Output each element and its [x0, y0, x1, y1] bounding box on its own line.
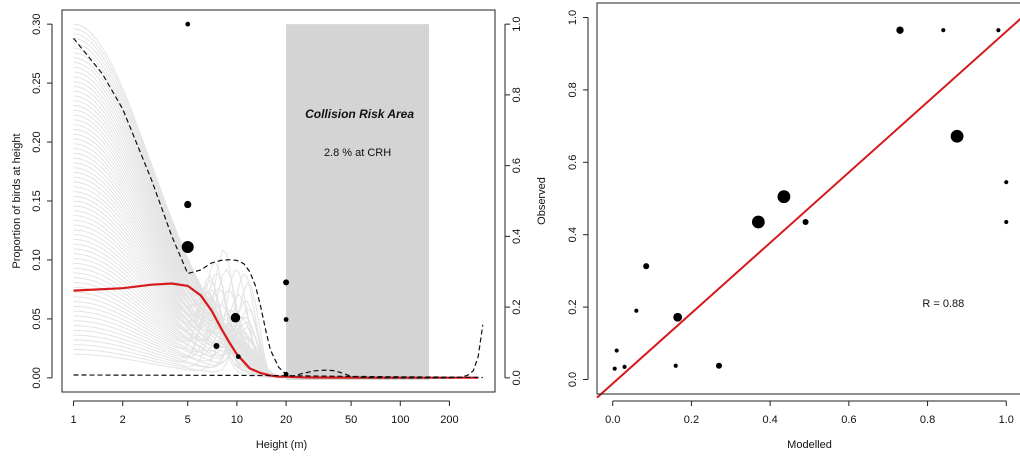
right-x-tick-label: 1.0 — [999, 414, 1014, 426]
left-plot-frame — [61, 9, 496, 393]
collision-risk-area-title: Collision Risk Area — [305, 107, 414, 121]
left-y-tick-label: 0.15 — [31, 190, 43, 211]
left-right-tick-label: 0.8 — [511, 87, 523, 102]
simulation-curve — [73, 281, 302, 379]
right-axes: 0.0 0.2 0.4 0.6 0.8 1.0 0.0 0.2 0.4 0.6 0.8 1.0 — [567, 2, 1020, 426]
regression-fit-line — [596, 17, 1020, 399]
right-x-tick-label: 0.6 — [841, 414, 856, 426]
scatter-point — [896, 26, 904, 34]
simulation-curve — [73, 38, 302, 379]
right-y-tick-label: 0.6 — [567, 155, 579, 170]
right-x-tick-label: 0.4 — [762, 414, 777, 426]
left-x-tick-label: 1 — [70, 414, 76, 426]
simulation-curve — [73, 210, 302, 379]
left-right-tick-label: 0.6 — [511, 158, 523, 173]
left-x-tick-label: 5 — [185, 414, 191, 426]
right-y-tick-label: 1.0 — [567, 10, 579, 25]
right-y-tick-label: 0.2 — [567, 299, 579, 314]
left-y-tick-label: 0.20 — [31, 131, 43, 152]
confidence-bound-line-2 — [73, 374, 483, 379]
scatter-point — [751, 215, 765, 229]
left-right-tick-label: 0.4 — [511, 229, 523, 244]
simulation-curve — [73, 95, 302, 379]
right-scatter-points — [612, 26, 1009, 371]
scatter-point — [950, 129, 964, 143]
simulation-curve — [73, 23, 302, 379]
scatter-point — [614, 348, 619, 353]
scatter-point — [622, 364, 627, 369]
left-axes: 1 2 5 10 20 50 100 200 0.00 0.05 0.10 0.15 0.20 0.25 0… — [31, 9, 523, 426]
right-chart-panel: 0.0 0.2 0.4 0.6 0.8 1.0 0.0 0.2 0.4 0.6 0.8 1.0 R =… — [567, 2, 1020, 451]
collision-risk-area-percent: 2.8 % at CRH — [324, 147, 391, 159]
left-x-tick-label: 50 — [345, 414, 357, 426]
right-y-tick-label: 0.0 — [567, 372, 579, 387]
correlation-annotation: R = 0.88 — [922, 298, 964, 310]
left-right-tick-label: 0.0 — [511, 370, 523, 385]
collision-risk-area-shade — [286, 24, 430, 380]
left-right-axis-label: Observed — [536, 177, 548, 225]
fitted-proportion-line — [73, 282, 479, 379]
scatter-point — [612, 366, 617, 371]
scatter-point — [643, 263, 650, 270]
left-y-axis-label: Proportion of birds at height — [11, 133, 23, 268]
left-chart-panel: Collision Risk Area 2.8 % at CRH 1 2 5 10 20… — [11, 9, 548, 451]
observed-point — [184, 200, 192, 209]
observed-point — [283, 371, 289, 377]
scatter-point — [715, 362, 723, 369]
left-series-group — [73, 37, 484, 379]
scatter-point — [941, 28, 946, 33]
left-x-tick-label: 10 — [231, 414, 243, 426]
right-plot-frame — [596, 2, 1020, 395]
left-y-tick-label: 0.30 — [31, 13, 43, 34]
left-x-tick-label: 200 — [440, 414, 458, 426]
observed-point — [230, 312, 241, 323]
left-x-tick-label: 20 — [280, 414, 292, 426]
left-x-tick-label: 100 — [391, 414, 409, 426]
scatter-point — [777, 190, 791, 204]
observed-point — [283, 317, 289, 322]
scatter-point — [1004, 180, 1009, 185]
left-y-tick-label: 0.25 — [31, 72, 43, 93]
scatter-point — [996, 28, 1001, 33]
left-y-tick-label: 0.10 — [31, 249, 43, 270]
left-y-tick-label: 0.00 — [31, 367, 43, 388]
left-x-axis-label: Height (m) — [256, 439, 307, 451]
right-x-axis-label: Modelled — [787, 439, 832, 451]
observed-point — [185, 21, 191, 27]
right-y-tick-label: 0.8 — [567, 82, 579, 97]
scatter-point — [634, 308, 639, 313]
confidence-bound-line-1 — [73, 37, 484, 379]
left-right-tick-label: 1.0 — [511, 16, 523, 31]
scatter-point — [1004, 219, 1009, 225]
left-y-tick-label: 0.05 — [31, 308, 43, 329]
scatter-point — [673, 363, 678, 368]
scatter-point — [673, 312, 683, 322]
fit-line-group — [596, 17, 1020, 399]
left-right-tick-label: 0.2 — [511, 299, 523, 314]
simulation-curve — [73, 133, 302, 379]
right-y-tick-label: 0.4 — [567, 227, 579, 242]
scatter-point — [802, 219, 809, 226]
left-observed-points — [181, 21, 290, 377]
simulation-curve — [73, 296, 302, 379]
right-x-tick-label: 0.2 — [684, 414, 699, 426]
right-x-tick-label: 0.0 — [605, 414, 620, 426]
observed-point — [213, 343, 220, 350]
observed-point — [283, 279, 290, 286]
observed-point — [181, 240, 194, 253]
observed-point — [235, 354, 241, 360]
left-x-tick-label: 2 — [120, 414, 126, 426]
right-x-tick-label: 0.8 — [920, 414, 935, 426]
